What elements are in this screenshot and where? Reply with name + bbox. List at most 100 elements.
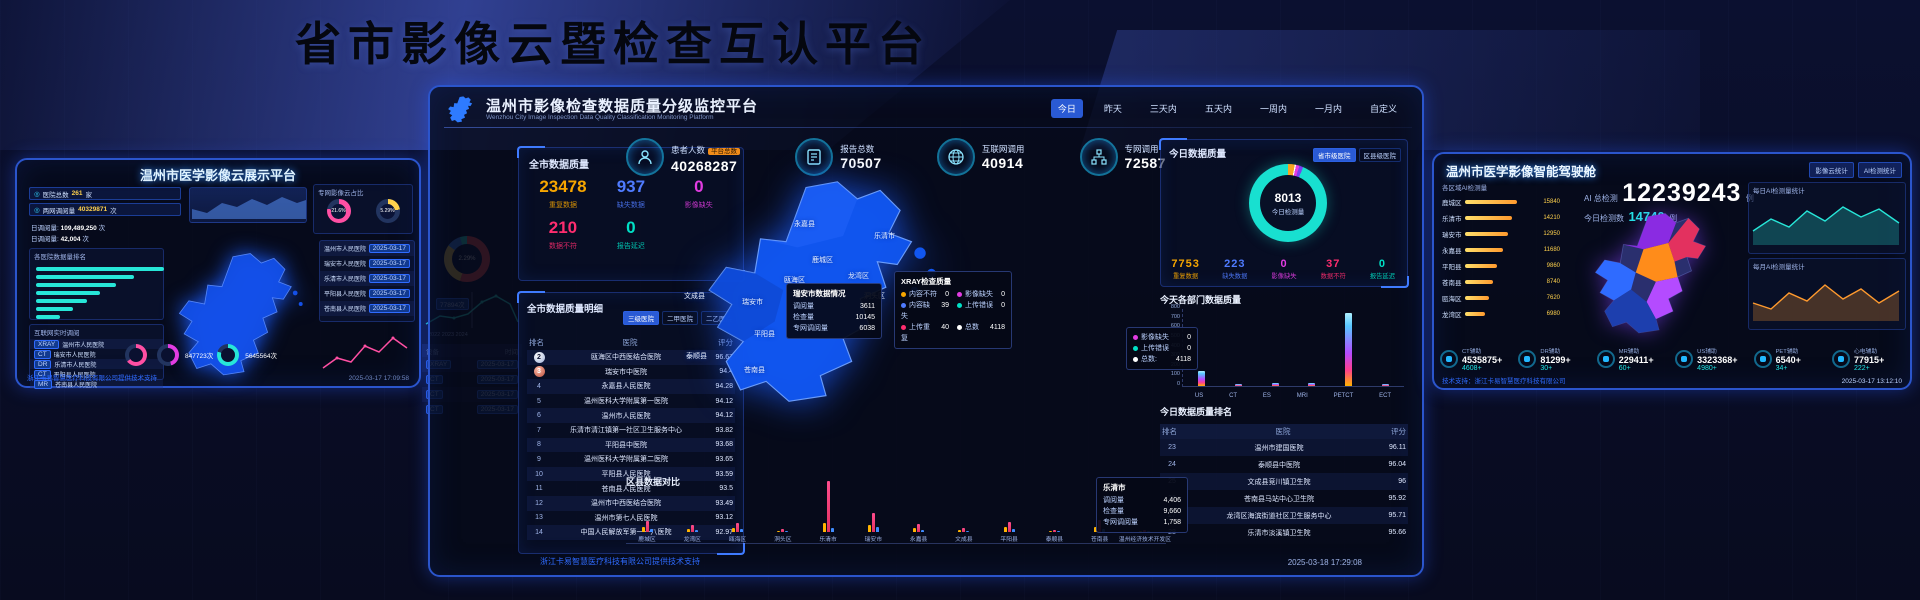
district-label[interactable]: 永嘉县: [794, 221, 815, 228]
retrieval-row[interactable]: DR 乐清市人民医院: [30, 359, 163, 369]
level-tab[interactable]: 二甲医院: [662, 311, 698, 325]
retrieval-row[interactable]: CT 瑞安市人民医院: [30, 349, 163, 359]
retrieval-row[interactable]: MR 苍南县人民医院: [30, 379, 163, 389]
ratio-title: 专网影像云占比: [318, 190, 364, 197]
region-row[interactable]: 龙湾区 6980: [1442, 311, 1560, 319]
right-header-buttons: 影像云统计 AI检测统计: [1809, 162, 1902, 178]
district-label[interactable]: 文成县: [684, 293, 705, 300]
district-label[interactable]: 鹿城区: [812, 257, 833, 264]
region-row[interactable]: 鹿城区 15840: [1442, 199, 1560, 207]
ranking-row[interactable]: 23 温州市建国医院 96.11: [1160, 439, 1408, 456]
district-label[interactable]: 平阳县: [754, 331, 775, 338]
ranking-row[interactable]: 26 苍南县马站中心卫生院 95.92: [1168, 495, 1406, 503]
district-bar-group[interactable]: 瓯海区: [717, 480, 759, 543]
hospital-row[interactable]: 11 苍南县人民医院 93.5: [535, 485, 733, 493]
ai-kpi-cell: 心电辅助 77915+ 222+: [1831, 346, 1908, 372]
ranking-row[interactable]: 28 乐清市淡溪镇卫生院 95.66: [1168, 529, 1406, 537]
record-row[interactable]: 温州市人民医院 2025-03-17: [320, 241, 414, 256]
district-bar-group[interactable]: 洞头区: [762, 480, 804, 543]
record-row[interactable]: 乐清市人民医院 2025-03-17: [320, 271, 414, 286]
district-label[interactable]: 苍南县: [744, 367, 765, 374]
right-map[interactable]: [1564, 212, 1754, 336]
retrieval-row[interactable]: XRAY 温州市人民医院: [30, 339, 163, 349]
dept-bar[interactable]: [1234, 309, 1242, 386]
time-tab[interactable]: 今日: [1050, 99, 1083, 118]
hospital-row[interactable]: 3 瑞安市中医院 94.4: [527, 365, 735, 380]
retrieval-row[interactable]: CT 平阳县人民医院: [30, 369, 163, 379]
right-footer-credit: 技术支持：浙江卡易智慧医疗科技有限公司: [1442, 378, 1566, 385]
ranking-row[interactable]: 24 泰顺县中医院 96.04: [1168, 461, 1406, 469]
time-tab[interactable]: 五天内: [1204, 104, 1232, 114]
dept-bar[interactable]: [1197, 309, 1205, 386]
dept-bar[interactable]: [1345, 309, 1353, 386]
district-bar-group[interactable]: 泰顺县: [1033, 480, 1075, 543]
dept-bar[interactable]: [1308, 309, 1316, 386]
center-map[interactable]: 永嘉县 乐清市 鹿城区 龙湾区 洞头区 瓯海区 瑞安市 文成县 平阳县 泰顺县 …: [626, 179, 1026, 407]
district-label[interactable]: 瑞安市: [742, 299, 763, 306]
hospital-row[interactable]: 14 中国人民解放军第一一八医院 92.97: [527, 525, 735, 540]
region-row[interactable]: 平阳县 9860: [1442, 263, 1560, 271]
dept-quality-chart: 今天各部门数据质量 8007006005004003002001000: [1126, 293, 1408, 399]
record-row[interactable]: 瑞安市人民医院 2025-03-17: [320, 256, 414, 271]
ai-kpi-icon: [1831, 350, 1850, 368]
scope-tab[interactable]: 省市级医院: [1313, 148, 1356, 162]
hospital-row[interactable]: 2 瓯海区中西医结合医院 96.67: [527, 350, 735, 365]
header-button[interactable]: 影像云统计: [1809, 162, 1854, 178]
district-bar-group[interactable]: 平阳县: [988, 480, 1030, 543]
right-footer-time: 2025-03-17 13:12:10: [1841, 378, 1902, 385]
district-bar-group[interactable]: 文成县: [943, 480, 985, 543]
hospital-row[interactable]: 7 乐清市清江镇第一社区卫生服务中心 93.82: [537, 426, 733, 435]
district-label[interactable]: 瓯海区: [784, 277, 805, 284]
hospital-row[interactable]: 5 温州医科大学附属第一医院 94.12: [537, 397, 733, 406]
today-quality-donut: 8013 今日检测量: [1249, 164, 1327, 242]
hospital-row[interactable]: 12 温州市中西医结合医院 93.49: [527, 495, 735, 511]
district-compare-chart: 区县数据对比 鹿城区: [626, 475, 1188, 553]
rank-bar: [36, 307, 74, 311]
region-row[interactable]: 苍南县 8740: [1442, 279, 1560, 287]
time-tab[interactable]: 三天内: [1149, 104, 1177, 114]
record-row[interactable]: 苍南县人民医院 2025-03-17: [320, 301, 414, 316]
kpi-private-net-calls: 专网调用 72587: [1079, 133, 1166, 181]
ai-kpi-icon: [1596, 350, 1615, 368]
center-footer-time: 2025-03-18 17:29:08: [1287, 558, 1362, 567]
ranking-row[interactable]: 27 龙湾区海滨街道社区卫生服务中心 95.71: [1160, 507, 1408, 524]
ai-kpi-cell: CT辅助 4535875+ 4608+: [1440, 346, 1516, 372]
time-tab[interactable]: 一周内: [1259, 104, 1287, 114]
district-bar-group[interactable]: 龙湾区: [671, 480, 713, 543]
today-stat: 7753 重复数据: [1171, 258, 1200, 280]
header-button[interactable]: AI检测统计: [1857, 162, 1902, 178]
region-row[interactable]: 瓯海区 7620: [1442, 295, 1560, 303]
region-row[interactable]: 永嘉县 11680: [1442, 247, 1560, 255]
region-row[interactable]: 乐清市 14210: [1442, 215, 1560, 223]
dept-axis-label: CT: [1229, 393, 1238, 399]
hospital-row[interactable]: 13 温州市第七人民医院 93.12: [535, 514, 733, 522]
modality-tag: CT: [34, 369, 51, 379]
ranking-row[interactable]: 25 文成县竞川镇卫生院 96: [1160, 473, 1408, 490]
level-tab[interactable]: 三级医院: [623, 311, 659, 325]
district-label[interactable]: 龙湾区: [848, 273, 869, 280]
district-label[interactable]: 泰顺县: [686, 353, 707, 360]
district-bar-group[interactable]: 瑞安市: [852, 480, 894, 543]
district-bar-group[interactable]: 永嘉县: [898, 480, 940, 543]
dept-bar[interactable]: [1271, 309, 1279, 386]
time-tab[interactable]: 昨天: [1103, 104, 1122, 114]
district-bar-group[interactable]: 鹿城区: [626, 480, 668, 543]
hospital-row[interactable]: 4 永嘉县人民医院 94.28: [527, 379, 735, 394]
dept-bar[interactable]: [1382, 309, 1390, 386]
district-bar-group[interactable]: 乐清市: [807, 480, 849, 543]
scope-tab[interactable]: 区县级医院: [1358, 148, 1401, 162]
record-row[interactable]: 平阳县人民医院 2025-03-17: [320, 286, 414, 301]
time-tab[interactable]: 自定义: [1369, 104, 1397, 114]
hospital-row[interactable]: 8 平阳县中医院 93.68: [527, 437, 735, 453]
hospital-row[interactable]: 9 温州医科大学附属第二医院 93.65: [537, 455, 733, 464]
time-tab[interactable]: 一月内: [1314, 104, 1342, 114]
hospital-scope-tabs: 省市级医院 区县级医院: [1313, 148, 1401, 162]
left-map[interactable]: [165, 252, 323, 378]
hospital-row[interactable]: 10 平阳县人民医院 93.59: [527, 466, 735, 482]
monthly-ai-chart: 每月AI检测量统计: [1748, 258, 1906, 330]
district-label[interactable]: 乐清市: [874, 233, 895, 240]
today-stat: 37 数据不符: [1320, 258, 1346, 280]
hospital-row[interactable]: 6 温州市人民医院 94.12: [527, 408, 735, 423]
region-row[interactable]: 瑞安市 12950: [1442, 231, 1560, 239]
report-icon: [795, 138, 834, 176]
